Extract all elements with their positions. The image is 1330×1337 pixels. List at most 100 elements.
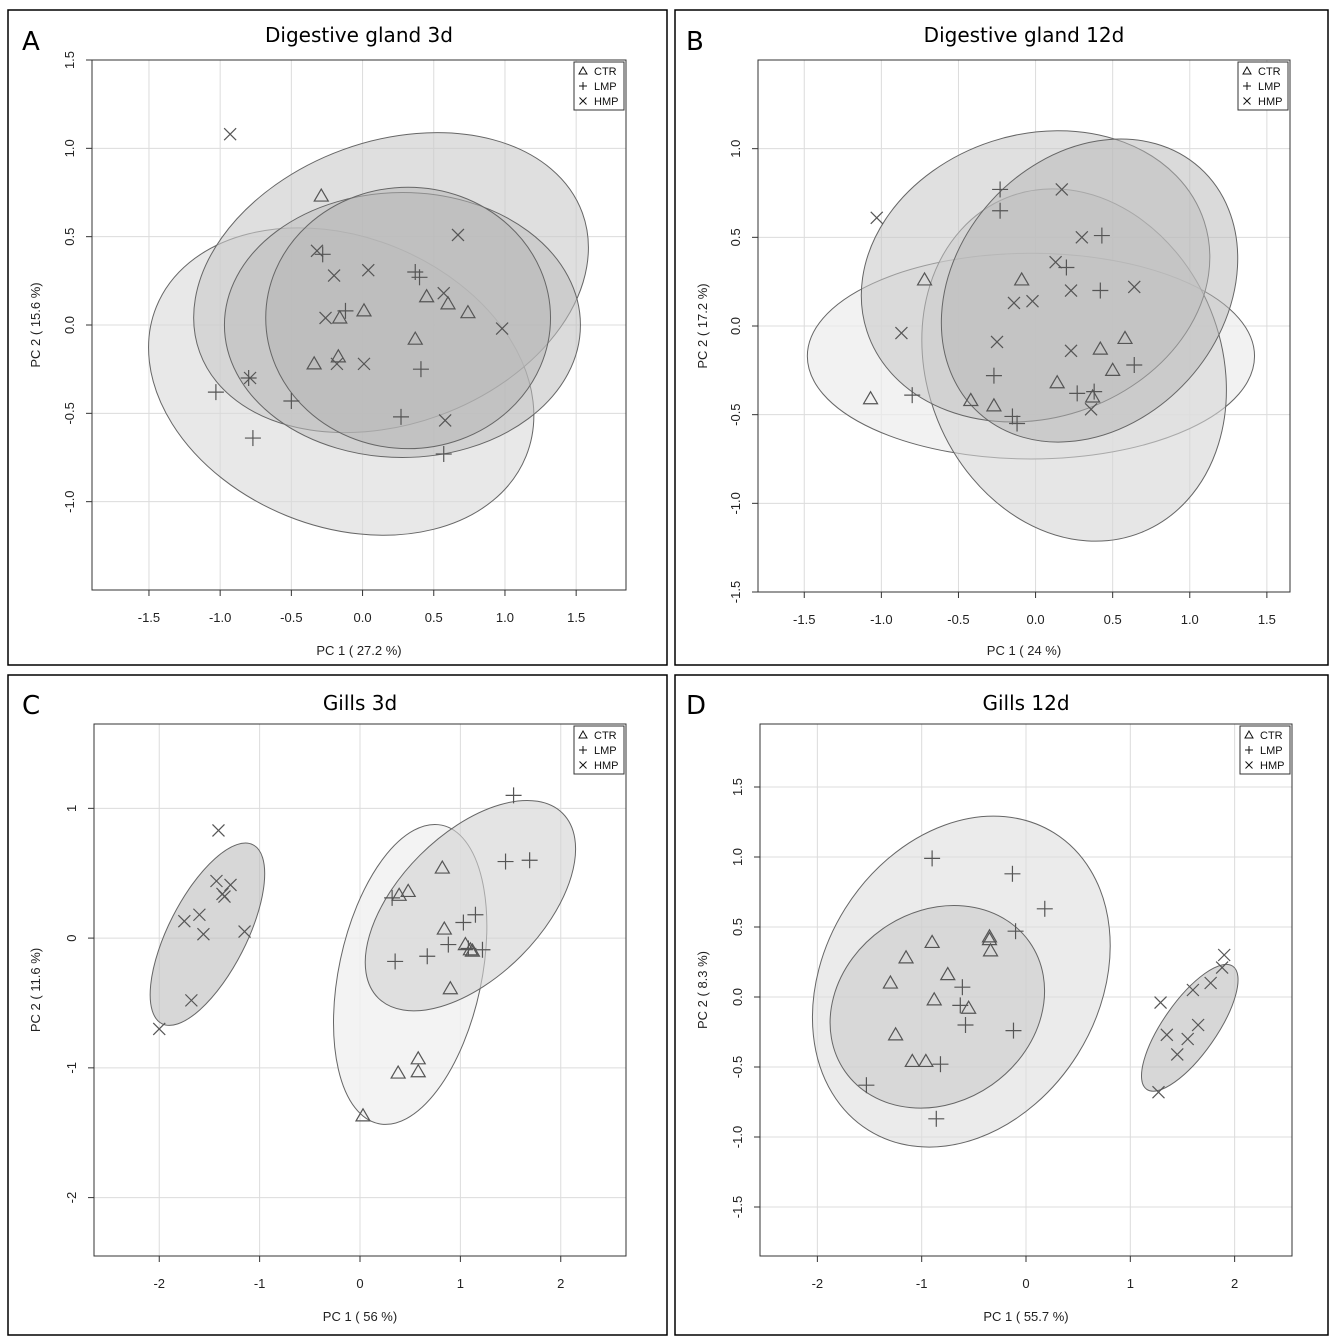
chart-title: Digestive gland 3d (265, 23, 453, 47)
legend-item-ctr: CTR (1244, 729, 1283, 742)
point-ctr-5 (1104, 362, 1121, 376)
point-hmp-3 (327, 269, 341, 282)
point-hmp-3 (1186, 983, 1200, 997)
y-tick-label: 1 (64, 805, 79, 812)
x-axis-label: PC 1 ( 24 %) (987, 643, 1061, 658)
y-tick-label: -0.5 (62, 402, 77, 424)
x-tick-label: 0.0 (1027, 612, 1045, 627)
x-tick-label: 1 (457, 1276, 464, 1291)
point-hmp-4 (1064, 284, 1078, 297)
point-hmp-6 (495, 322, 509, 335)
x-tick-label: -0.5 (947, 612, 969, 627)
panel-a-points (207, 127, 509, 462)
chart-title: Gills 12d (982, 691, 1069, 715)
point-hmp-5 (437, 286, 451, 300)
plus-icon (1245, 746, 1253, 754)
legend-label: LMP (1258, 81, 1281, 93)
legend-label: LMP (594, 81, 617, 93)
point-hmp-6 (177, 914, 191, 928)
point-ctr-4 (897, 949, 915, 964)
x-tick-label: 1 (1127, 1276, 1134, 1291)
point-lmp-4 (467, 906, 484, 923)
point-lmp-7 (419, 948, 436, 965)
x-tick-label: -1.5 (138, 610, 160, 625)
y-tick-label: 1.0 (62, 139, 77, 157)
point-hmp-2 (451, 228, 465, 242)
point-ctr-9 (862, 390, 879, 405)
point-ctr-2 (1116, 330, 1134, 345)
point-ctr-4 (1049, 374, 1066, 389)
point-lmp-8 (1086, 383, 1103, 400)
point-lmp-2 (1093, 227, 1110, 244)
y-tick-label: -1.5 (730, 1196, 745, 1218)
point-hmp-8 (894, 326, 908, 340)
legend-label: LMP (594, 745, 617, 757)
plus-icon (579, 82, 587, 90)
point-hmp-6 (1160, 1028, 1174, 1042)
panel-letter: B (686, 27, 704, 57)
x-tick-label: -1.5 (793, 612, 815, 627)
point-hmp-9 (357, 357, 371, 371)
point-lmp-7 (1069, 385, 1086, 402)
y-tick-label: 1.5 (730, 778, 745, 796)
x-axis-label: PC 1 ( 27.2 %) (316, 643, 401, 658)
x-tick-label: 1.0 (496, 610, 514, 625)
point-hmp-4 (218, 890, 231, 903)
x-tick-label: -1 (916, 1276, 928, 1291)
y-tick-label: 0.5 (728, 228, 743, 246)
point-lmp-3 (384, 889, 401, 906)
point-lmp-5 (393, 408, 410, 425)
panel-c-border (7, 674, 668, 1336)
legend-item-hmp: HMP (579, 96, 618, 108)
y-tick-label: 1.0 (730, 848, 745, 866)
point-lmp-4 (1092, 282, 1109, 299)
panel-a-border (7, 9, 668, 666)
y-tick-label: 1.0 (728, 140, 743, 158)
panel-b-border (674, 9, 1329, 666)
point-lmp-8 (460, 940, 477, 957)
point-hmp-10 (1064, 344, 1078, 358)
x-tick-label: 1.5 (1258, 612, 1276, 627)
legend-label: HMP (1258, 96, 1282, 108)
point-lmp-6 (440, 936, 457, 953)
x-tick-label: 0.5 (425, 610, 443, 625)
point-lmp-9 (858, 1077, 875, 1094)
point-lmp-5 (952, 997, 969, 1014)
cross-icon (1245, 761, 1253, 769)
plus-icon (579, 746, 587, 754)
x-tick-label: 2 (557, 1276, 564, 1291)
y-tick-label: -0.5 (730, 1056, 745, 1078)
legend-item-lmp: LMP (579, 745, 617, 757)
point-lmp-5 (1126, 357, 1143, 374)
panel-letter: D (686, 691, 706, 721)
legend-label: HMP (1260, 760, 1284, 772)
point-ctr-0 (434, 859, 451, 874)
legend-item-lmp: LMP (579, 81, 617, 93)
point-lmp-3 (411, 269, 428, 286)
point-lmp-10 (387, 953, 404, 970)
x-tick-label: -1.0 (870, 612, 892, 627)
point-lmp-11 (1009, 415, 1026, 432)
point-lmp-0 (924, 850, 941, 867)
legend-label: CTR (594, 66, 617, 78)
point-hmp-9 (990, 335, 1004, 349)
y-axis-label: PC 2 ( 15.6 %) (28, 282, 43, 367)
point-lmp-5 (455, 914, 472, 931)
point-lmp-6 (957, 1017, 974, 1033)
point-hmp-9 (184, 993, 198, 1007)
point-ctr-6 (882, 974, 899, 989)
point-lmp-4 (954, 979, 971, 996)
y-tick-label: 0.5 (62, 228, 77, 246)
point-hmp-1 (210, 874, 223, 888)
y-tick-label: -2 (64, 1192, 79, 1204)
point-lmp-7 (1005, 1022, 1022, 1039)
point-ctr-5 (939, 966, 956, 981)
triangle-icon (578, 65, 588, 75)
point-hmp-2 (224, 878, 237, 892)
point-ctr-7 (442, 980, 459, 995)
point-lmp-1 (337, 302, 354, 319)
point-ctr-2 (391, 887, 408, 901)
y-axis-label: PC 2 ( 11.6 %) (28, 948, 43, 1032)
point-hmp-11 (243, 371, 257, 385)
